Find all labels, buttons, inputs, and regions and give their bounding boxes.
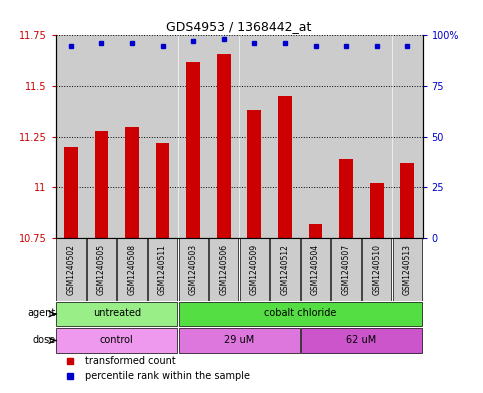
Bar	[56, 238, 85, 301]
Bar	[393, 238, 422, 301]
Bar	[179, 302, 422, 326]
Bar	[186, 62, 200, 238]
Text: GSM1240505: GSM1240505	[97, 244, 106, 295]
Bar	[331, 35, 361, 238]
Text: GSM1240503: GSM1240503	[189, 244, 198, 295]
Bar	[125, 127, 139, 238]
Text: GSM1240508: GSM1240508	[128, 244, 137, 295]
Bar	[56, 35, 85, 238]
Bar	[370, 183, 384, 238]
Bar	[362, 35, 391, 238]
Bar	[87, 35, 116, 238]
Bar	[117, 238, 147, 301]
Text: agent: agent	[28, 309, 56, 318]
Text: GSM1240506: GSM1240506	[219, 244, 228, 295]
Bar	[95, 130, 108, 238]
Bar	[270, 238, 299, 301]
Bar	[64, 147, 78, 238]
Bar	[179, 35, 208, 238]
Bar	[240, 238, 269, 301]
Bar	[301, 328, 422, 353]
Bar	[156, 143, 170, 238]
Text: GSM1240513: GSM1240513	[403, 244, 412, 295]
Bar	[217, 53, 231, 238]
Bar	[309, 224, 323, 238]
Bar	[331, 238, 361, 301]
Text: GSM1240509: GSM1240509	[250, 244, 259, 295]
Bar	[247, 110, 261, 238]
Bar	[209, 35, 239, 238]
Bar	[56, 328, 177, 353]
Text: GSM1240511: GSM1240511	[158, 244, 167, 295]
Bar	[240, 35, 269, 238]
Bar	[400, 163, 414, 238]
Text: cobalt chloride: cobalt chloride	[264, 309, 337, 318]
Text: 29 uM: 29 uM	[224, 335, 254, 345]
Bar	[179, 238, 208, 301]
Bar	[117, 35, 147, 238]
Bar	[278, 96, 292, 238]
Bar	[148, 238, 177, 301]
Text: GSM1240507: GSM1240507	[341, 244, 351, 295]
Bar	[270, 35, 299, 238]
Text: GSM1240502: GSM1240502	[66, 244, 75, 295]
Text: GSM1240510: GSM1240510	[372, 244, 381, 295]
Bar	[393, 35, 422, 238]
Bar	[362, 238, 391, 301]
Bar	[209, 238, 239, 301]
Text: GSM1240504: GSM1240504	[311, 244, 320, 295]
Text: percentile rank within the sample: percentile rank within the sample	[85, 371, 250, 381]
Bar	[87, 238, 116, 301]
Title: GDS4953 / 1368442_at: GDS4953 / 1368442_at	[167, 20, 312, 33]
Bar	[179, 328, 299, 353]
Text: 62 uM: 62 uM	[346, 335, 377, 345]
Bar	[301, 35, 330, 238]
Text: GSM1240512: GSM1240512	[281, 244, 289, 295]
Bar	[339, 159, 353, 238]
Bar	[148, 35, 177, 238]
Bar	[56, 302, 177, 326]
Text: untreated: untreated	[93, 309, 141, 318]
Bar	[301, 238, 330, 301]
Text: dose: dose	[33, 335, 56, 345]
Text: transformed count: transformed count	[85, 356, 176, 365]
Text: control: control	[100, 335, 134, 345]
